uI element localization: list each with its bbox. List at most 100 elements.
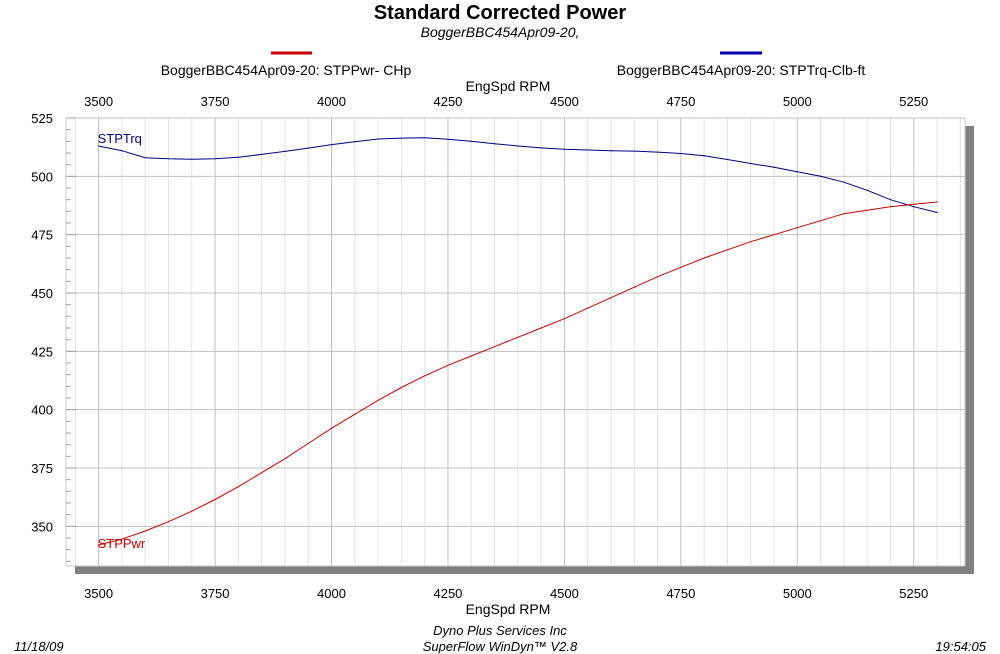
- data-point-stppwr: [773, 234, 775, 236]
- data-point-stppwr: [750, 241, 752, 243]
- x-tick-label-top: 4250: [433, 94, 462, 109]
- data-point-stppwr: [493, 346, 496, 348]
- data-point-stptrq: [866, 189, 868, 191]
- tick-labels: 3500 3500 3750 3750 4000 4000 4250 4250 4500 4500…: [31, 94, 928, 601]
- data-point-stppwr: [400, 386, 402, 389]
- data-point-stptrq: [447, 138, 449, 140]
- data-point-stptrq: [517, 145, 519, 147]
- data-point-stptrq: [610, 150, 612, 152]
- chart-title: Standard Corrected Power: [374, 2, 627, 24]
- x-axis-top-label: EngSpd RPM: [466, 78, 551, 94]
- data-point-stptrq: [330, 144, 333, 146]
- plot-frame: [65, 117, 966, 567]
- data-point-stppwr: [377, 399, 379, 401]
- chart-subtitle: BoggerBBC454Apr09-20,: [421, 24, 580, 40]
- x-tick-label-bottom: 5000: [783, 586, 812, 601]
- data-point-stptrq: [726, 158, 729, 161]
- data-point-stptrq: [98, 145, 100, 147]
- data-point-stppwr: [330, 427, 333, 429]
- footer-date: 11/18/09: [14, 639, 64, 654]
- x-tick-label-top: 4000: [317, 94, 346, 109]
- data-point-stptrq: [307, 147, 309, 149]
- data-point-stppwr: [796, 227, 798, 229]
- legend-entry-torque: BoggerBBC454Apr09-20: STPTrq-Clb-ft: [617, 62, 866, 78]
- data-point-stptrq: [820, 175, 822, 177]
- data-point-stppwr: [680, 266, 682, 268]
- x-tick-label-bottom: 4750: [666, 586, 695, 601]
- data-point-stptrq: [121, 150, 123, 152]
- y-tick-label: 525: [31, 111, 53, 126]
- x-tick-label-bottom: 4000: [317, 586, 346, 601]
- data-point-stptrq: [563, 148, 566, 150]
- y-tick-label: 375: [31, 461, 53, 476]
- x-axis-label: EngSpd RPM: [466, 601, 551, 617]
- x-tick-label-top: 3500: [84, 94, 113, 109]
- data-point-stptrq: [750, 162, 752, 165]
- data-point-stppwr: [237, 486, 239, 488]
- y-tick-label: 500: [31, 169, 53, 184]
- data-point-stptrq: [796, 171, 798, 173]
- series-layer: STPTrq STPPwr: [98, 131, 938, 551]
- x-tick-label-bottom: 3750: [201, 586, 230, 601]
- data-point-stppwr: [191, 510, 193, 512]
- data-point-stppwr: [913, 203, 915, 205]
- x-tick-label-top: 3750: [201, 94, 230, 109]
- data-point-stppwr: [587, 307, 589, 309]
- data-point-stppwr: [820, 220, 822, 222]
- data-point-stppwr: [307, 442, 309, 445]
- footer-software: SuperFlow WinDyn™ V2.8: [423, 639, 578, 654]
- legend-entry-power: BoggerBBC454Apr09-20: STPPwr- CHp: [161, 62, 412, 78]
- data-point-stppwr: [447, 364, 449, 366]
- x-tick-label-top: 4500: [550, 94, 579, 109]
- data-point-stppwr: [284, 458, 286, 460]
- series-label-stppwr: STPPwr: [98, 536, 146, 551]
- data-point-stptrq: [284, 150, 286, 152]
- data-point-stppwr: [726, 249, 729, 251]
- data-point-stppwr: [866, 209, 868, 211]
- data-point-stptrq: [657, 151, 659, 153]
- data-point-stptrq: [936, 211, 938, 214]
- x-tick-label-bottom: 5250: [899, 586, 928, 601]
- y-tick-label: 350: [31, 519, 53, 534]
- data-point-stptrq: [144, 157, 146, 159]
- data-point-stppwr: [470, 355, 472, 357]
- data-point-stptrq: [633, 150, 635, 152]
- data-point-stppwr: [354, 413, 356, 415]
- data-point-stppwr: [633, 286, 635, 288]
- data-point-stptrq: [167, 158, 170, 160]
- data-point-stptrq: [889, 199, 892, 201]
- data-point-stptrq: [680, 152, 682, 155]
- data-point-stppwr: [144, 530, 146, 532]
- series-label-stptrq: STPTrq: [98, 131, 142, 146]
- data-point-stppwr: [121, 538, 123, 540]
- plot-area: [65, 117, 966, 567]
- data-point-stptrq: [703, 155, 705, 157]
- data-point-stppwr: [703, 257, 705, 259]
- data-point-stppwr: [936, 201, 938, 203]
- data-point-stptrq: [354, 141, 356, 143]
- data-point-stppwr: [843, 213, 845, 215]
- data-point-stppwr: [261, 472, 263, 474]
- data-point-stptrq: [424, 137, 426, 139]
- y-tick-label: 425: [31, 344, 53, 359]
- footer-company: Dyno Plus Services Inc: [433, 623, 567, 638]
- y-tick-label: 475: [31, 228, 53, 243]
- data-point-stptrq: [470, 140, 472, 142]
- data-point-stppwr: [517, 336, 519, 338]
- data-point-stppwr: [424, 375, 426, 377]
- data-point-stptrq: [493, 143, 496, 145]
- data-point-stppwr: [167, 521, 170, 523]
- data-point-stptrq: [587, 149, 589, 151]
- x-tick-label-top: 4750: [666, 94, 695, 109]
- data-point-stptrq: [214, 158, 216, 160]
- data-point-stptrq: [843, 181, 845, 183]
- data-point-stppwr: [610, 297, 612, 299]
- data-point-stptrq: [540, 147, 542, 149]
- data-point-stptrq: [237, 156, 239, 158]
- data-point-stptrq: [773, 166, 775, 168]
- x-tick-label-bottom: 4500: [550, 586, 579, 601]
- data-point-stptrq: [400, 137, 402, 139]
- data-point-stptrq: [377, 138, 379, 140]
- data-point-stppwr: [98, 544, 100, 546]
